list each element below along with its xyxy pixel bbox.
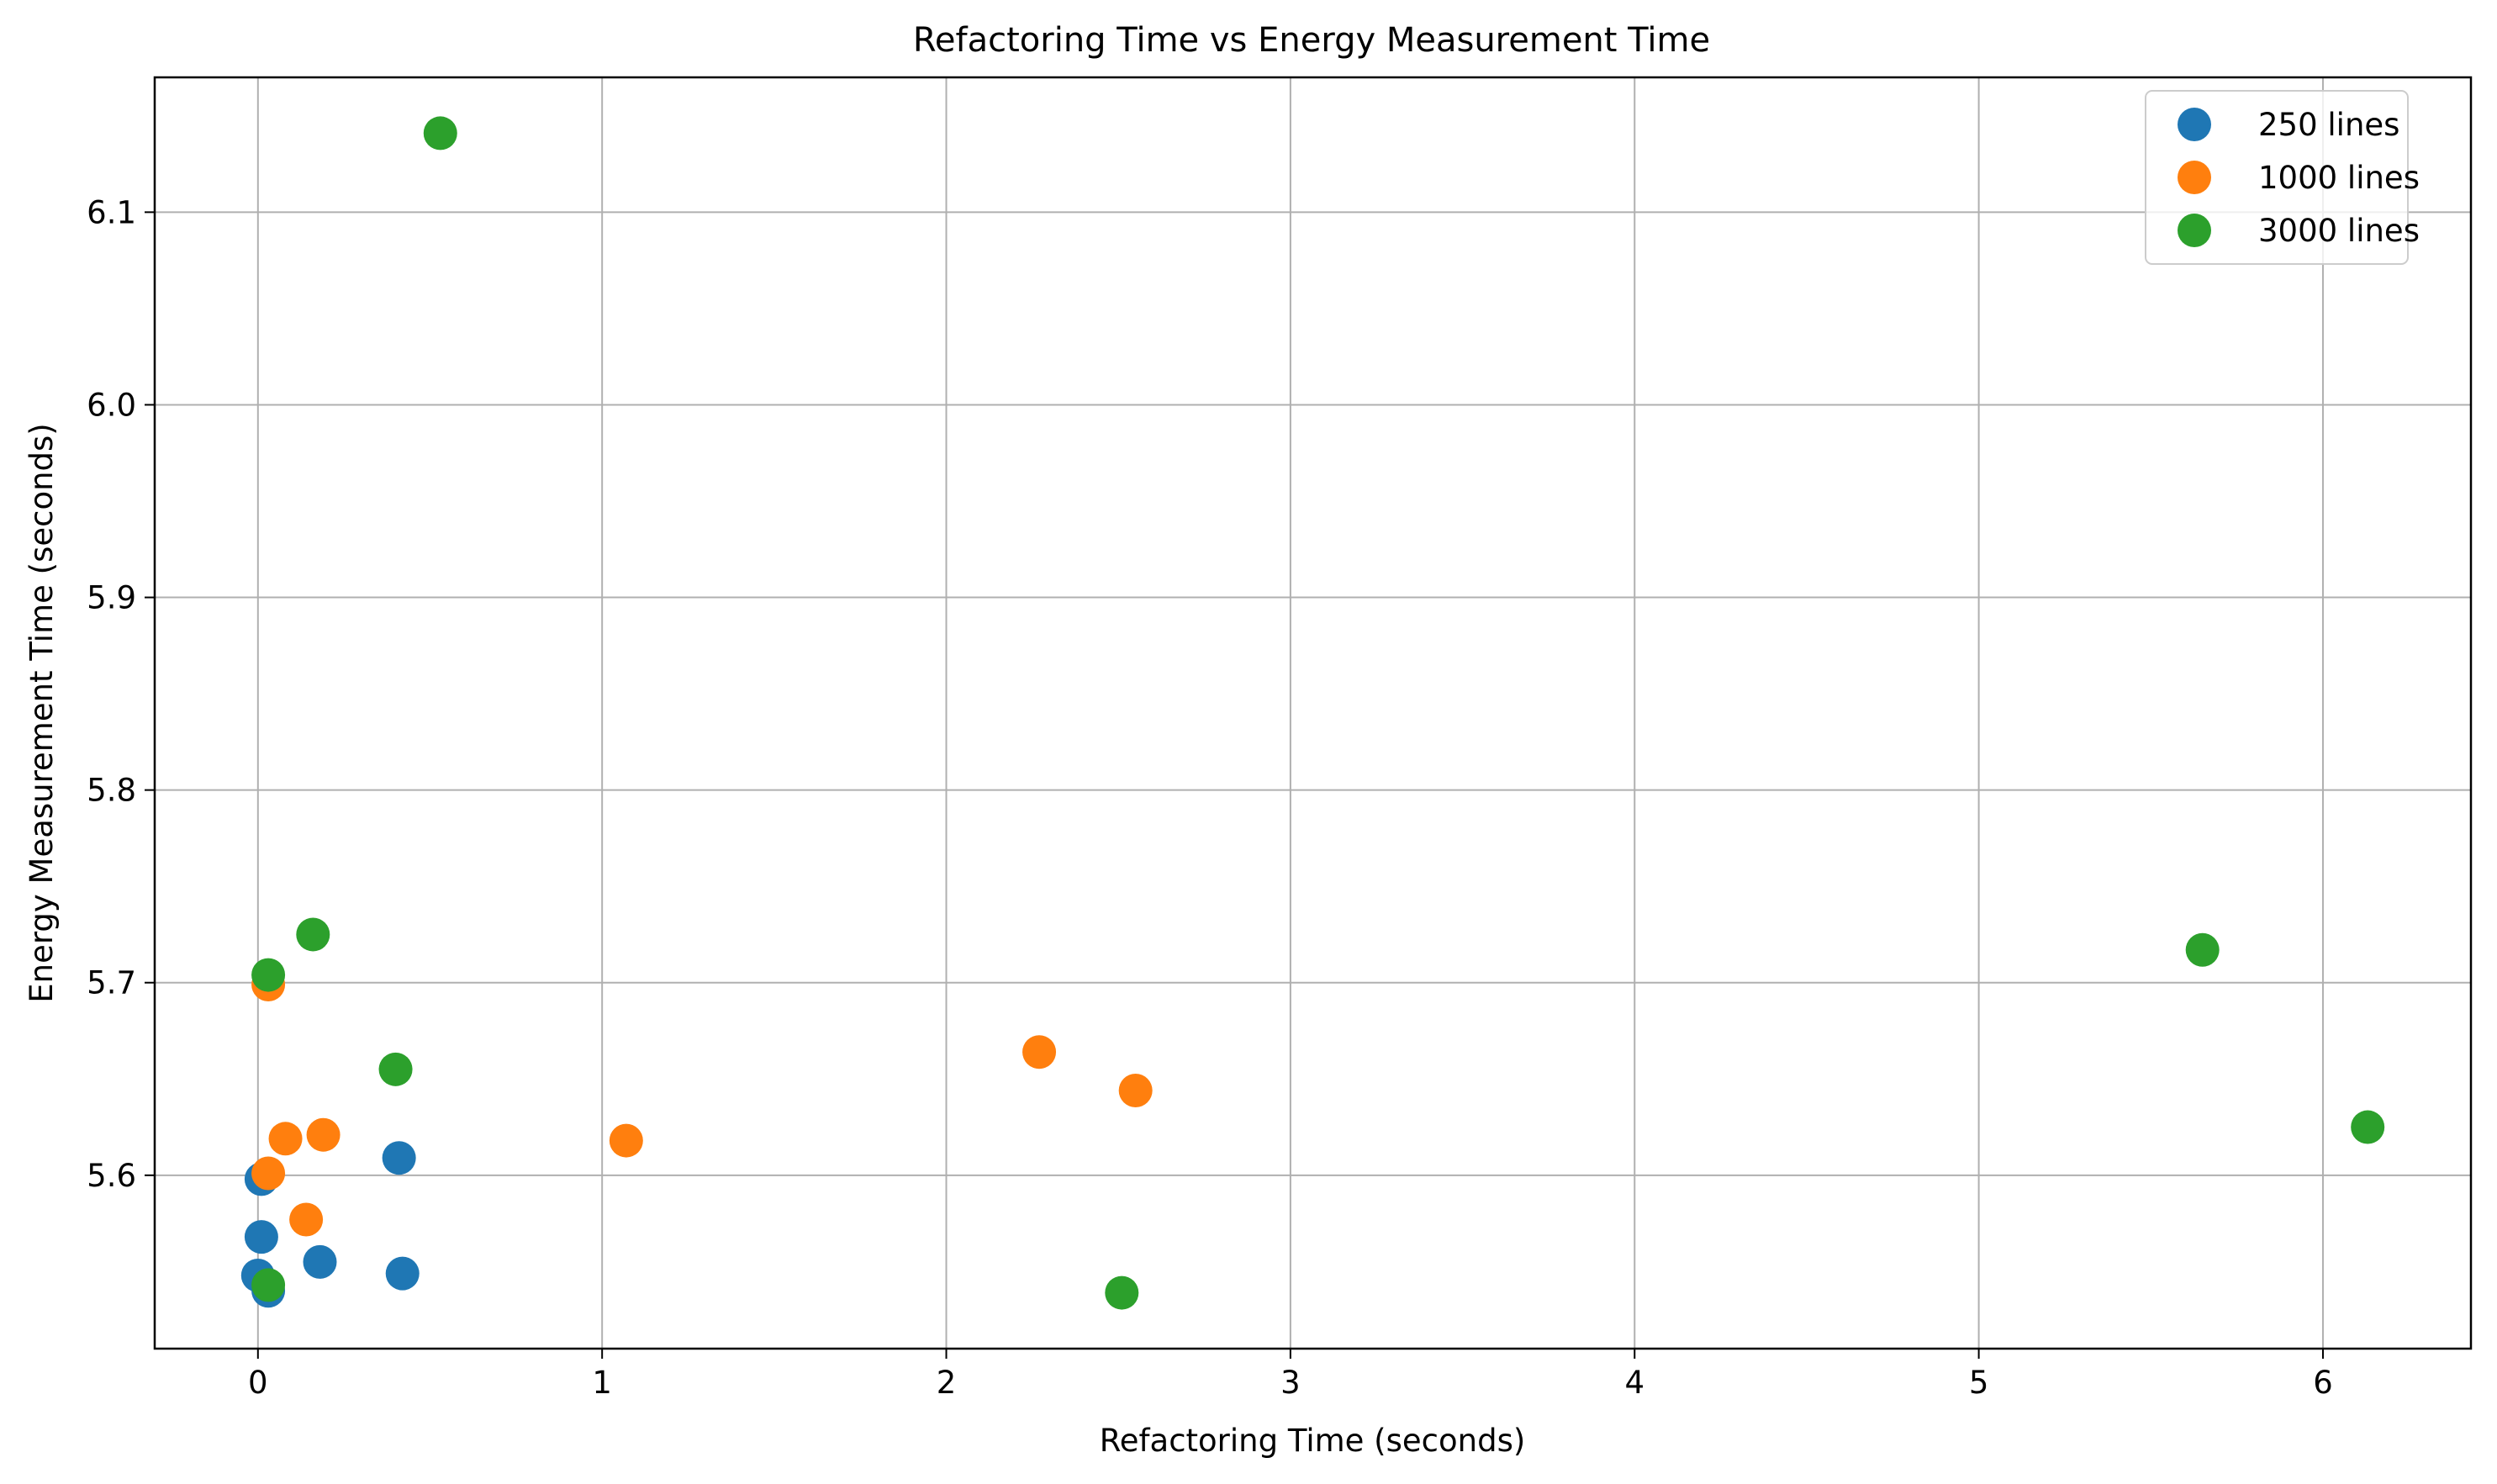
data-point-3000-lines (378, 1052, 413, 1086)
y-tick-label: 6.1 (87, 194, 136, 230)
y-tick-label: 5.7 (87, 965, 136, 1001)
y-axis-label: Energy Measurement Time (seconds) (24, 423, 60, 1003)
chart-title: Refactoring Time vs Energy Measurement T… (913, 21, 1710, 60)
legend-marker (2178, 214, 2211, 247)
data-point-250-lines (244, 1220, 278, 1254)
x-axis-label: Refactoring Time (seconds) (1100, 1423, 1526, 1459)
y-tick-label: 6.0 (87, 387, 136, 423)
data-point-3000-lines (1105, 1275, 1139, 1310)
x-tick-label: 2 (937, 1365, 957, 1401)
data-point-1000-lines (289, 1202, 324, 1237)
y-tick-label: 5.9 (87, 580, 136, 616)
axis-ticks: 0 1 2 3 4 5 6 5.6 5.7 5.8 5.9 6.0 6.1 (87, 194, 2333, 1401)
data-point-1000-lines (306, 1117, 340, 1152)
legend-marker (2178, 161, 2211, 194)
data-point-250-lines (382, 1141, 416, 1175)
data-point-3000-lines (423, 116, 457, 151)
legend-label: 3000 lines (2258, 213, 2420, 249)
data-point-3000-lines (2351, 1110, 2385, 1144)
legend-label: 1000 lines (2258, 160, 2420, 196)
legend: 250 lines 1000 lines 3000 lines (2145, 90, 2420, 265)
data-point-1000-lines (251, 1156, 286, 1191)
data-point-1000-lines (1118, 1074, 1153, 1108)
x-tick-label: 0 (248, 1365, 268, 1401)
y-tick-label: 5.6 (87, 1158, 136, 1194)
data-point-250-lines (303, 1244, 337, 1279)
x-tick-label: 1 (592, 1365, 612, 1401)
legend-label: 250 lines (2258, 107, 2399, 143)
x-tick-label: 4 (1624, 1365, 1644, 1401)
data-point-3000-lines (251, 958, 286, 992)
grid (155, 77, 2471, 1349)
y-tick-label: 5.8 (87, 773, 136, 809)
data-point-1000-lines (609, 1123, 643, 1158)
legend-frame (2145, 90, 2409, 265)
data-points (240, 116, 2385, 1310)
legend-marker (2178, 108, 2211, 141)
data-point-250-lines (385, 1256, 420, 1291)
data-point-3000-lines (296, 917, 330, 952)
x-tick-label: 5 (1969, 1365, 1989, 1401)
data-point-3000-lines (2185, 932, 2220, 967)
x-tick-label: 3 (1280, 1365, 1301, 1401)
data-point-1000-lines (1022, 1035, 1057, 1069)
x-tick-label: 6 (2313, 1365, 2333, 1401)
plot-frame (153, 76, 2473, 1350)
data-point-3000-lines (251, 1268, 286, 1302)
data-point-1000-lines (268, 1122, 303, 1156)
